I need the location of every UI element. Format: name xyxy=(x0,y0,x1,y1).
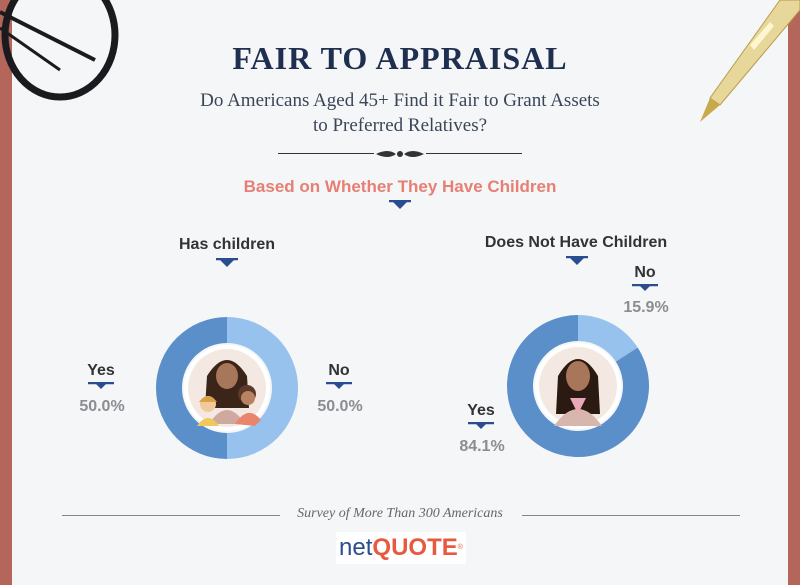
chart1-yes-label: Yes xyxy=(87,362,115,379)
donut-chart-no-children xyxy=(507,315,649,457)
woman-illustration xyxy=(535,343,621,429)
donut-chart-has-children xyxy=(156,317,298,459)
chart2-no-label: No xyxy=(634,264,656,281)
family-illustration xyxy=(184,345,270,431)
pen-decoration xyxy=(700,0,800,122)
logo-reg-mark: ® xyxy=(457,544,463,551)
footer-source: Survey of More Than 300 Americans xyxy=(297,506,503,521)
logo-quote-text: QUOTE xyxy=(372,534,458,561)
chart2-slice-yes xyxy=(507,315,649,457)
chart2-chevron-icon xyxy=(566,256,588,265)
chart2-title: Does Not Have Children xyxy=(484,234,668,251)
chart2-yes-label: Yes xyxy=(467,402,495,419)
glasses-decoration xyxy=(0,0,119,101)
page-subtitle: Do Americans Aged 45+ Find it Fair to Gr… xyxy=(150,88,650,138)
divider-left xyxy=(278,153,374,154)
chart1-yes-value: 50.0% xyxy=(79,398,125,415)
chart2-slice-no xyxy=(578,315,638,362)
chart2-yes-value: 84.1% xyxy=(459,438,505,455)
footer-line-left xyxy=(62,515,280,516)
chart2-yes-marker xyxy=(468,422,494,429)
footer-line-right xyxy=(522,515,740,516)
logo-net-text: net xyxy=(339,534,373,561)
chart1-no-marker xyxy=(326,382,352,389)
section-heading: Based on Whether They Have Children xyxy=(243,177,557,196)
paper-background xyxy=(12,0,788,585)
chart2-no-value: 15.9% xyxy=(623,299,669,316)
chart1-yes-marker xyxy=(88,382,114,389)
chart1-no-value: 50.0% xyxy=(317,398,363,415)
chart1-no-label: No xyxy=(328,362,350,379)
page-title: FAIR TO APPRAISAL xyxy=(232,40,568,76)
chart1-chevron-icon xyxy=(216,258,238,267)
chart1-title: Has children xyxy=(178,236,276,253)
section-chevron-icon xyxy=(389,200,411,209)
chart1-slice-no xyxy=(227,317,298,459)
chart1-slice-yes xyxy=(156,317,227,459)
subtitle-line-2: to Preferred Relatives? xyxy=(312,115,488,136)
chart2-no-marker xyxy=(632,284,658,291)
divider-right xyxy=(426,153,522,154)
subtitle-line-1: Do Americans Aged 45+ Find it Fair to Gr… xyxy=(200,90,600,111)
divider-ornament xyxy=(376,151,424,157)
netquote-logo: netQUOTE® xyxy=(336,532,466,564)
